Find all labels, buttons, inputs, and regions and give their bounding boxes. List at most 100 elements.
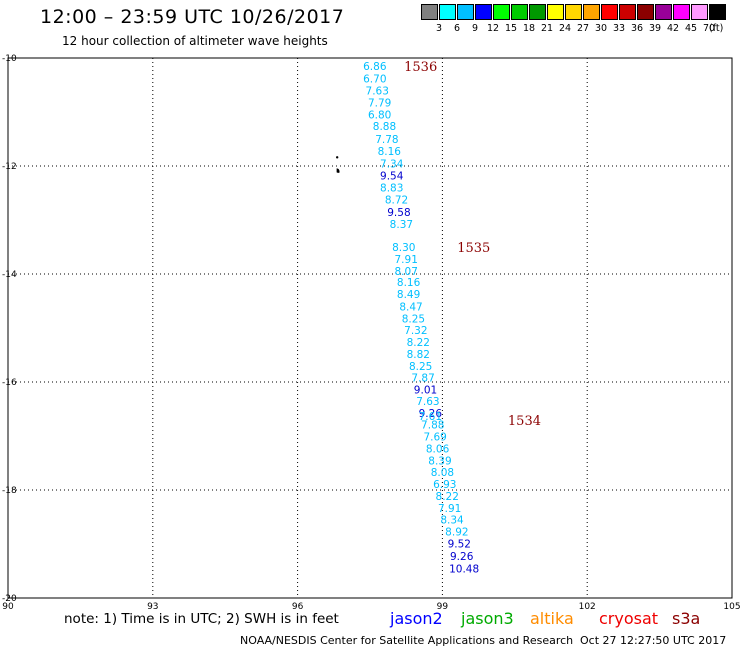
- legend-label: 36: [631, 23, 644, 34]
- swh-reading: 8.39: [428, 455, 451, 467]
- swh-reading: 7.32: [404, 325, 427, 337]
- pass-number: 1535: [457, 241, 490, 256]
- legend-swatch: [457, 4, 474, 20]
- swh-reading: 7.61: [419, 411, 442, 423]
- legend-label: 30: [595, 23, 608, 34]
- swh-readings: 6.866.707.637.796.808.887.788.167.349.54…: [363, 61, 479, 575]
- legend-label: 15: [505, 23, 518, 34]
- swh-reading: 7.91: [438, 503, 461, 515]
- swh-reading: 8.30: [392, 242, 415, 254]
- legend-swatch: [619, 4, 636, 20]
- satellite-key-altika: altika: [530, 609, 574, 628]
- swh-reading: 8.16: [378, 146, 402, 158]
- land-features: [335, 156, 340, 173]
- legend-label: 42: [667, 23, 680, 34]
- swh-reading: 8.49: [397, 289, 420, 301]
- lon-tick-label: 105: [723, 602, 740, 612]
- swh-reading: 8.83: [380, 183, 403, 195]
- lon-tick-label: 93: [147, 602, 158, 612]
- swh-reading: 8.92: [445, 527, 468, 539]
- legend-label: 21: [541, 23, 554, 34]
- legend-swatch: [565, 4, 582, 20]
- legend-label: 12: [487, 23, 500, 34]
- swh-reading: 8.25: [409, 361, 432, 373]
- north-keeling-island: [335, 156, 339, 159]
- swh-reading: 7.87: [411, 373, 434, 385]
- swh-reading: 8.22: [436, 491, 459, 503]
- swh-reading: 8.82: [407, 349, 430, 361]
- legend-swatch: [529, 4, 546, 20]
- legend-swatch: [475, 4, 492, 20]
- legend-swatch: [583, 4, 600, 20]
- lat-tick-label: -18: [2, 486, 17, 496]
- swh-reading: 8.16: [397, 277, 421, 289]
- legend-label: 27: [577, 23, 590, 34]
- satellite-key-jason3: jason3: [461, 609, 514, 628]
- legend-swatch: [709, 4, 726, 20]
- legend-label: 6: [454, 23, 461, 34]
- legend-label: 18: [523, 23, 536, 34]
- swh-reading: 8.08: [431, 467, 454, 479]
- swh-reading: 7.63: [366, 85, 389, 97]
- pass-number: 1534: [508, 414, 541, 429]
- credit-line: NOAA/NESDIS Center for Satellite Applica…: [240, 634, 574, 647]
- swh-reading: 6.70: [363, 74, 386, 86]
- swh-reading: 6.93: [433, 479, 456, 491]
- swh-reading: 10.48: [449, 563, 479, 575]
- lat-tick-label: -20: [2, 594, 17, 604]
- swh-reading: 8.34: [440, 515, 464, 527]
- swh-reading: 6.86: [363, 61, 387, 73]
- swh-reading: 8.25: [402, 313, 425, 325]
- swh-reading: 8.06: [426, 443, 450, 455]
- generation-timestamp: Oct 27 12:27:50 UTC 2017: [580, 634, 727, 647]
- satellite-key-cryosat: cryosat: [599, 609, 659, 628]
- satellite-key-s3a: s3a: [672, 609, 701, 628]
- swh-reading: 8.22: [407, 337, 430, 349]
- legend-label: 24: [559, 23, 572, 34]
- swh-reading: 9.52: [448, 538, 471, 550]
- swh-reading: 7.63: [416, 396, 439, 408]
- swh-reading: 9.26: [419, 408, 443, 420]
- swh-reading: 7.91: [395, 254, 418, 266]
- legend-swatch: [601, 4, 618, 20]
- map-subtitle: 12 hour collection of altimeter wave hei…: [62, 34, 328, 48]
- legend-swatch: [421, 4, 438, 20]
- swh-reading: 7.79: [368, 97, 391, 109]
- swh-reading: 9.01: [414, 385, 437, 397]
- swh-reading: 8.07: [395, 266, 418, 278]
- swh-reading: 9.58: [387, 207, 410, 219]
- legend-swatch: [637, 4, 654, 20]
- swh-reading: 8.72: [385, 194, 408, 206]
- swh-reading: 7.78: [375, 134, 398, 146]
- lat-tick-label: -16: [2, 378, 17, 388]
- lon-tick-label: 96: [292, 602, 304, 612]
- legend-swatch: [547, 4, 564, 20]
- swh-reading: 8.37: [390, 219, 413, 231]
- map-axes: 90 93 96 99 102 105 -10 -12 -14 -16 -18 -20: [2, 54, 740, 612]
- legend-label: 3: [436, 23, 443, 34]
- map-title: 12:00 – 23:59 UTC 10/26/2017: [40, 6, 345, 28]
- swh-reading: 8.47: [399, 301, 422, 313]
- legend-swatch: [511, 4, 528, 20]
- legend-label: 33: [613, 23, 626, 34]
- legend-swatch: [691, 4, 708, 20]
- swh-reading: 8.88: [373, 121, 396, 133]
- cocos-island: [336, 168, 340, 173]
- lon-tick-label: 90: [2, 602, 14, 612]
- legend-swatch: [439, 4, 456, 20]
- map-grid: [8, 58, 732, 598]
- swh-reading: 7.88: [421, 420, 444, 432]
- lat-tick-label: -14: [2, 270, 17, 280]
- swh-reading: 6.80: [368, 110, 391, 122]
- legend-swatch: [493, 4, 510, 20]
- pass-number: 1536: [404, 60, 437, 75]
- swh-reading: 9.54: [380, 171, 404, 183]
- legend-unit: (ft): [709, 23, 724, 34]
- legend-label: 39: [649, 23, 662, 34]
- lon-tick-label: 99: [437, 602, 449, 612]
- swh-reading: 7.34: [380, 158, 404, 170]
- legend-swatch: [673, 4, 690, 20]
- legend-swatch: [655, 4, 672, 20]
- legend-label: 70: [703, 23, 716, 34]
